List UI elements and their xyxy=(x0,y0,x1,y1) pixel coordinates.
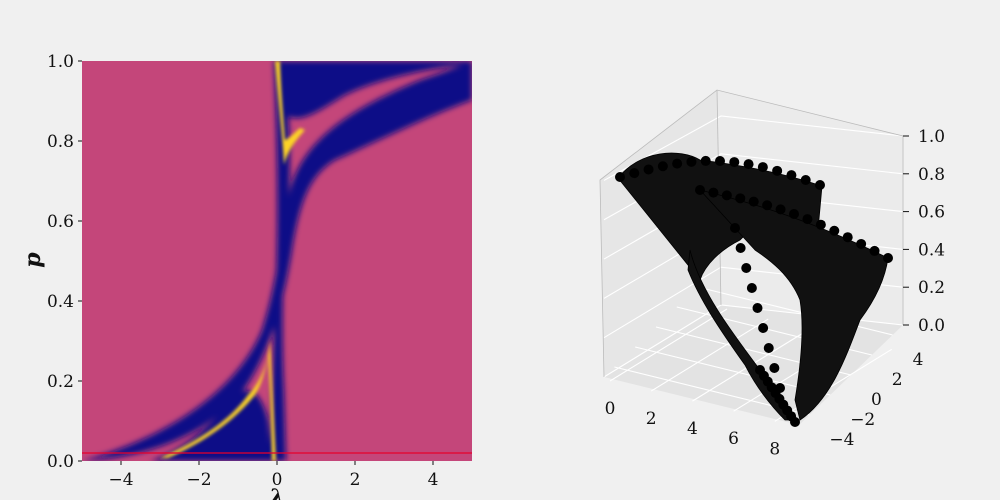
heatmap-x-tick-label: −2 xyxy=(186,470,211,490)
data-point xyxy=(729,157,740,168)
y-tick-label: −2 xyxy=(850,410,875,430)
heatmap-chart: −4 −2 0 2 4 0.0 0.2 0.4 0.6 0.8 1.0 λ p xyxy=(20,52,472,500)
z-tick-label: 0.8 xyxy=(918,165,945,185)
x-tick-label: 4 xyxy=(687,419,698,439)
heatmap-y-axis-label: p xyxy=(20,252,46,268)
data-point xyxy=(762,200,773,211)
data-point xyxy=(686,156,697,167)
heatmap-dark-band xyxy=(82,61,472,461)
data-point xyxy=(615,172,625,182)
data-point xyxy=(829,225,840,236)
data-point xyxy=(730,223,740,233)
y-tick-label: 0 xyxy=(871,390,882,410)
data-point xyxy=(672,158,683,169)
data-point xyxy=(748,196,759,207)
y-gridline xyxy=(697,286,893,336)
data-point xyxy=(695,185,705,195)
heatmap-dark-region-left xyxy=(82,390,272,461)
heatmap-bright-stripe-top xyxy=(275,61,305,165)
z-tick-label: 1.0 xyxy=(918,127,945,147)
heatmap-x-tick-label: −4 xyxy=(108,470,133,490)
data-point xyxy=(743,159,754,170)
heatmap-y-ticks: 0.0 0.2 0.4 0.6 0.8 1.0 xyxy=(47,52,82,472)
x-gridline xyxy=(609,308,728,382)
data-point xyxy=(789,209,799,219)
x-gridline xyxy=(650,318,769,392)
data-point xyxy=(735,193,746,204)
data-point xyxy=(757,162,768,173)
data-point xyxy=(758,323,769,333)
data-point xyxy=(715,156,725,166)
data-point xyxy=(769,363,780,373)
data-point xyxy=(815,180,825,190)
heatmap-y-tick-label: 0.4 xyxy=(47,292,74,312)
x-tick-label: 8 xyxy=(769,439,780,459)
data-point xyxy=(772,165,783,176)
3d-points xyxy=(615,155,893,427)
data-point xyxy=(856,238,867,249)
z-tick-label: 0.4 xyxy=(918,240,945,260)
x-tick-label: 6 xyxy=(728,429,739,449)
heatmap-x-axis-label: λ xyxy=(268,485,284,500)
heatmap-y-tick-label: 1.0 xyxy=(47,52,74,72)
3d-z-ticks: 0.0 0.2 0.4 0.6 0.8 1.0 xyxy=(903,127,945,336)
data-point xyxy=(775,204,786,215)
data-point xyxy=(800,174,811,185)
heatmap-x-tick-label: 0 xyxy=(272,470,283,490)
data-point xyxy=(815,219,826,230)
data-point xyxy=(721,190,732,201)
data-point xyxy=(643,164,654,175)
heatmap-y-tick-label: 0.8 xyxy=(47,132,74,152)
data-point xyxy=(786,170,797,181)
x-gridline xyxy=(774,348,893,422)
data-point xyxy=(869,245,880,256)
heatmap-y-tick-label: 0.6 xyxy=(47,212,74,232)
data-point xyxy=(746,283,757,293)
data-point xyxy=(657,161,668,172)
data-point xyxy=(629,168,640,179)
heatmap-x-ticks: −4 −2 0 2 4 xyxy=(108,461,438,490)
data-point xyxy=(752,303,763,313)
x-tick-label: 0 xyxy=(605,399,616,419)
surface-mesh xyxy=(698,189,889,421)
surface-mesh xyxy=(687,249,796,421)
data-point xyxy=(735,243,746,253)
data-point xyxy=(883,253,893,263)
y-tick-label: 2 xyxy=(892,370,903,390)
heatmap-y-tick-label: 0.2 xyxy=(47,372,74,392)
data-point xyxy=(763,343,774,353)
z-tick-label: 0.2 xyxy=(918,278,945,298)
data-point xyxy=(708,187,719,198)
data-point xyxy=(802,214,813,225)
data-point xyxy=(842,232,853,243)
x-tick-label: 2 xyxy=(646,409,657,429)
3d-surface xyxy=(617,152,889,421)
heatmap-x-tick-label: 2 xyxy=(350,470,361,490)
3d-x-ticks: 0 2 4 6 8 xyxy=(605,399,781,459)
heatmap-y-tick-label: 0.0 xyxy=(47,452,74,472)
data-point xyxy=(790,417,800,427)
y-tick-label: −4 xyxy=(829,430,854,450)
heatmap-dark-region-right xyxy=(278,61,472,119)
heatmap-x-tick-label: 4 xyxy=(428,470,439,490)
heatmap-plot-area xyxy=(82,61,472,461)
z-tick-label: 0.6 xyxy=(918,203,945,223)
data-point xyxy=(700,155,711,166)
z-tick-label: 0.0 xyxy=(918,316,945,336)
data-point xyxy=(741,263,752,273)
y-tick-label: 4 xyxy=(913,350,924,370)
